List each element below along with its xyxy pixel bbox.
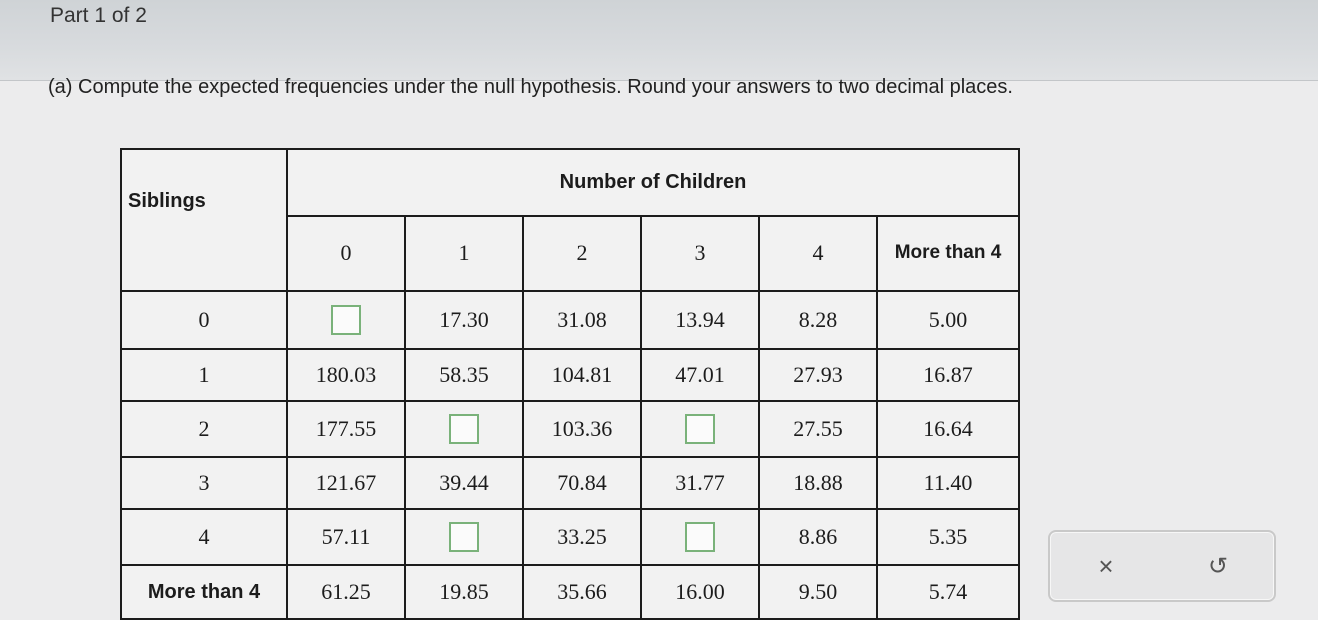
table-cell: 13.94 [640, 290, 760, 350]
col-header-2: 2 [522, 214, 642, 293]
table-row: 0 17.30 31.08 13.94 8.28 5.00 [120, 290, 1020, 350]
row-header-siblings: Siblings [120, 148, 288, 292]
answer-input[interactable] [449, 414, 479, 444]
col-header-4: 4 [758, 214, 878, 293]
answer-cell[interactable] [404, 400, 524, 458]
table-cell: 16.87 [876, 348, 1020, 402]
close-icon[interactable]: × [1098, 550, 1114, 581]
table-cell: 57.11 [286, 508, 406, 566]
col-header-3: 3 [640, 214, 760, 293]
answer-cell[interactable] [640, 508, 760, 566]
col-header-0: 0 [286, 214, 406, 293]
table-cell: 58.35 [404, 348, 524, 402]
table-row: 1 180.03 58.35 104.81 47.01 27.93 16.87 [120, 348, 1020, 402]
undo-icon[interactable]: ↺ [1207, 552, 1229, 580]
table-cell: 39.44 [404, 456, 524, 510]
table-cell: 5.74 [876, 564, 1020, 620]
table-cell: 19.85 [404, 564, 524, 620]
row-label: 2 [120, 400, 288, 458]
row-label: More than 4 [120, 564, 288, 620]
expected-frequency-table: Siblings Number of Children 0 1 2 3 4 Mo… [120, 148, 1020, 620]
answer-input[interactable] [331, 305, 361, 335]
col-header-1: 1 [404, 214, 524, 293]
answer-input[interactable] [685, 522, 715, 552]
table-cell: 8.86 [758, 508, 878, 566]
question-text: (a) Compute the expected frequencies und… [48, 76, 1013, 98]
table-row: 4 57.11 33.25 8.86 5.35 [120, 508, 1020, 566]
part-label: Part 1 of 2 [50, 4, 147, 27]
row-label: 0 [120, 290, 288, 350]
table-row: 3 121.67 39.44 70.84 31.77 18.88 11.40 [120, 456, 1020, 510]
answer-cell[interactable] [640, 400, 760, 458]
answer-cell[interactable] [286, 290, 406, 350]
table-cell: 70.84 [522, 456, 642, 510]
table-cell: 47.01 [640, 348, 760, 402]
table-cell: 31.08 [522, 290, 642, 350]
table-cell: 61.25 [286, 564, 406, 620]
table-cell: 27.55 [758, 400, 878, 458]
table-row: More than 4 61.25 19.85 35.66 16.00 9.50… [120, 564, 1020, 620]
table-cell: 121.67 [286, 456, 406, 510]
table-cell: 8.28 [758, 290, 878, 350]
table-cell: 103.36 [522, 400, 642, 458]
table-cell: 180.03 [286, 348, 406, 402]
col-header-more-than-4: More than 4 [876, 214, 1020, 293]
table-cell: 177.55 [286, 400, 406, 458]
answer-actions: × ↺ [1048, 530, 1276, 602]
table-row: 2 177.55 103.36 27.55 16.64 [120, 400, 1020, 458]
row-label: 1 [120, 348, 288, 402]
row-label: 3 [120, 456, 288, 510]
table-cell: 5.35 [876, 508, 1020, 566]
table-cell: 31.77 [640, 456, 760, 510]
table-cell: 104.81 [522, 348, 642, 402]
table-cell: 33.25 [522, 508, 642, 566]
table-cell: 16.64 [876, 400, 1020, 458]
table-cell: 9.50 [758, 564, 878, 620]
col-group-header: Number of Children [286, 148, 1020, 217]
table-cell: 18.88 [758, 456, 878, 510]
table-cell: 17.30 [404, 290, 524, 350]
table-cell: 27.93 [758, 348, 878, 402]
table-cell: 11.40 [876, 456, 1020, 510]
row-label: 4 [120, 508, 288, 566]
table-cell: 5.00 [876, 290, 1020, 350]
answer-input[interactable] [449, 522, 479, 552]
answer-cell[interactable] [404, 508, 524, 566]
table-cell: 35.66 [522, 564, 642, 620]
table-cell: 16.00 [640, 564, 760, 620]
answer-input[interactable] [685, 414, 715, 444]
part-header: Part 1 of 2 [0, 0, 1318, 81]
